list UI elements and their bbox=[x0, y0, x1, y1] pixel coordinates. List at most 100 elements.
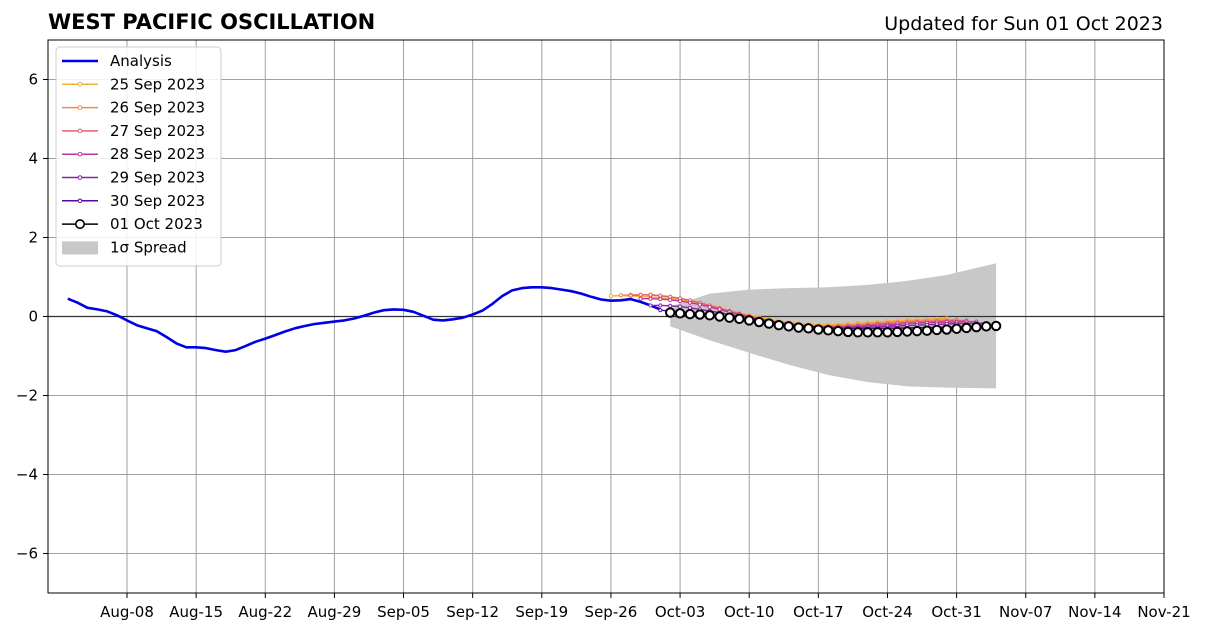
x-tick-label: Nov-07 bbox=[999, 603, 1052, 621]
legend-label: 29 Sep 2023 bbox=[110, 169, 205, 187]
series-line bbox=[67, 285, 661, 354]
legend-swatch bbox=[62, 241, 98, 255]
y-tick-label: 0 bbox=[28, 308, 38, 326]
x-tick-label: Oct-03 bbox=[655, 603, 705, 621]
data-point bbox=[842, 326, 854, 338]
data-point bbox=[658, 308, 663, 313]
data-point bbox=[763, 318, 775, 329]
x-tick-label: Oct-10 bbox=[724, 603, 774, 621]
data-point bbox=[707, 304, 712, 310]
data-point bbox=[753, 316, 765, 328]
data-point bbox=[648, 296, 653, 301]
data-point bbox=[694, 309, 706, 320]
data-point bbox=[664, 307, 676, 318]
x-tick-label: Sep-12 bbox=[446, 603, 499, 621]
data-point bbox=[638, 296, 643, 301]
series-lines bbox=[67, 285, 1002, 354]
x-tick-label: Sep-26 bbox=[585, 603, 638, 621]
data-point bbox=[990, 320, 1002, 332]
data-point bbox=[872, 327, 883, 338]
data-point bbox=[658, 297, 663, 302]
data-point bbox=[823, 325, 834, 336]
data-point bbox=[628, 293, 633, 298]
data-point bbox=[638, 292, 643, 297]
data-point bbox=[783, 321, 794, 332]
data-point bbox=[677, 298, 683, 304]
data-point bbox=[618, 293, 623, 298]
legend: Analysis 25 Sep 2023 26 Sep 2023 27 Sep 202… bbox=[55, 46, 222, 267]
legend-label: 26 Sep 2023 bbox=[110, 99, 205, 117]
y-tick-label: 2 bbox=[28, 229, 38, 247]
data-point bbox=[714, 311, 725, 322]
x-tick-label: Nov-21 bbox=[1137, 603, 1190, 621]
legend-label: Analysis bbox=[110, 52, 172, 70]
data-point bbox=[852, 327, 864, 338]
data-point bbox=[674, 308, 686, 319]
x-tick-label: Aug-15 bbox=[169, 603, 223, 621]
x-tick-label: Aug-08 bbox=[100, 603, 154, 621]
y-axis-ticks: −6 −4 −2 0 2 4 6 bbox=[16, 71, 48, 563]
data-point bbox=[704, 310, 715, 321]
x-tick-label: Aug-22 bbox=[238, 603, 292, 621]
data-point bbox=[813, 324, 824, 335]
data-point bbox=[921, 325, 933, 336]
data-point bbox=[832, 325, 844, 337]
x-tick-label: Aug-29 bbox=[308, 603, 362, 621]
data-point bbox=[608, 293, 614, 299]
chart-title: WEST PACIFIC OSCILLATION bbox=[48, 10, 375, 34]
x-tick-label: Oct-31 bbox=[931, 603, 981, 621]
data-point bbox=[684, 308, 696, 320]
legend-marker bbox=[77, 198, 83, 204]
data-point bbox=[971, 321, 982, 333]
x-tick-label: Nov-14 bbox=[1068, 603, 1121, 621]
legend-label: 30 Sep 2023 bbox=[110, 192, 205, 210]
y-tick-label: 4 bbox=[28, 150, 38, 168]
data-point bbox=[648, 303, 653, 308]
legend-marker bbox=[77, 105, 83, 110]
legend-label: 01 Oct 2023 bbox=[110, 215, 203, 233]
x-axis-ticks: Aug-08 Aug-15 Aug-22 Aug-29 Sep-05 Sep-12 Sep-… bbox=[100, 593, 1191, 621]
legend-label: 25 Sep 2023 bbox=[110, 75, 205, 93]
data-point bbox=[862, 327, 873, 338]
legend-label: 27 Sep 2023 bbox=[110, 122, 205, 140]
data-point bbox=[902, 326, 913, 337]
data-point bbox=[668, 303, 673, 308]
legend-marker bbox=[77, 82, 83, 87]
legend-marker bbox=[77, 175, 83, 180]
data-point bbox=[658, 303, 663, 308]
chart-subtitle: Updated for Sun 01 Oct 2023 bbox=[884, 13, 1163, 35]
data-point bbox=[911, 325, 923, 337]
data-point bbox=[941, 324, 952, 335]
data-point bbox=[734, 313, 745, 325]
legend-label: 28 Sep 2023 bbox=[110, 145, 205, 163]
data-point bbox=[677, 304, 683, 309]
data-point bbox=[931, 324, 943, 336]
data-point bbox=[803, 323, 814, 334]
data-point bbox=[697, 302, 702, 307]
y-tick-label: −6 bbox=[16, 545, 38, 563]
data-point bbox=[951, 323, 962, 334]
data-point bbox=[724, 312, 735, 323]
data-point bbox=[744, 315, 755, 326]
data-point bbox=[648, 292, 653, 297]
data-point bbox=[981, 321, 992, 332]
data-point bbox=[668, 297, 673, 303]
legend-marker bbox=[77, 151, 83, 157]
y-tick-label: −4 bbox=[16, 466, 38, 484]
legend-label: 1σ Spread bbox=[110, 238, 187, 256]
y-tick-label: 6 bbox=[28, 71, 38, 89]
x-tick-label: Oct-24 bbox=[862, 603, 912, 621]
data-point bbox=[793, 322, 804, 333]
legend-marker bbox=[75, 219, 86, 230]
data-point bbox=[687, 305, 693, 310]
data-point bbox=[658, 293, 663, 298]
data-point bbox=[961, 322, 972, 334]
data-point bbox=[773, 319, 785, 331]
legend-box bbox=[55, 46, 222, 267]
data-point bbox=[892, 326, 903, 338]
legend-marker bbox=[77, 128, 83, 134]
data-point bbox=[882, 327, 893, 338]
x-tick-label: Sep-19 bbox=[515, 603, 568, 621]
y-tick-label: −2 bbox=[16, 387, 38, 405]
